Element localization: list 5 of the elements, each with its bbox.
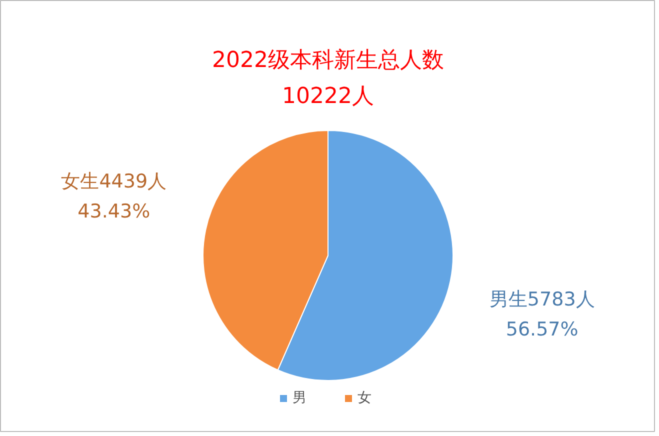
data-label: 女生4439人 43.43% (61, 170, 167, 223)
data-label: 男生5783人 56.57% (489, 288, 595, 340)
legend-label: 女 (358, 389, 372, 407)
legend-label: 男 (292, 389, 308, 407)
chart-title: 2022级本科新生总人数 10222人 (212, 48, 444, 109)
